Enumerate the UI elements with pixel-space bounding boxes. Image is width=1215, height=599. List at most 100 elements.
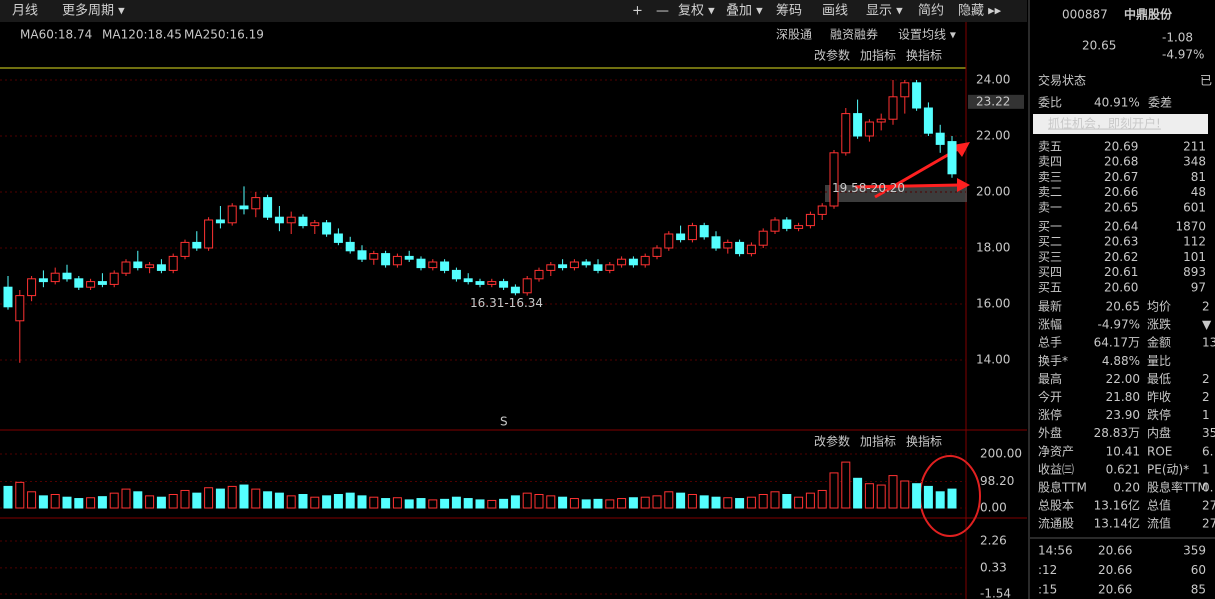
toolbar-btn[interactable]: — — [656, 4, 669, 19]
sub-link[interactable]: 设置均线 ▾ — [898, 28, 956, 42]
sub-link[interactable]: 深股通 — [776, 28, 812, 42]
candle-body — [451, 269, 461, 280]
toolbar-btn[interactable]: 显示 ▾ — [866, 4, 903, 19]
toolbar-btn[interactable]: 筹码 — [776, 3, 802, 19]
indicator-link[interactable]: 加指标 — [860, 48, 896, 63]
volume-bar — [687, 494, 697, 509]
stat-value: 20.65 — [1106, 300, 1140, 314]
book-vol: 101 — [1183, 250, 1206, 264]
candle-body — [274, 216, 284, 224]
tick-price: 20.66 — [1098, 563, 1132, 577]
stat-label: 最高 — [1038, 371, 1062, 386]
volume-bar — [333, 494, 343, 509]
label: 交易状态 — [1038, 73, 1086, 88]
volume-bar — [322, 495, 332, 509]
book-label: 买三 — [1038, 250, 1062, 264]
change: -1.08 — [1162, 31, 1193, 45]
name: 中鼎股份 — [1124, 7, 1173, 22]
value: 40.91% — [1094, 96, 1140, 110]
candle-body — [416, 258, 426, 269]
book-label: 买二 — [1038, 235, 1062, 249]
candle-body — [664, 233, 674, 249]
book-vol: 48 — [1191, 185, 1206, 199]
indicator-link[interactable]: 换指标 — [906, 48, 942, 63]
y-tick-label: 14.00 — [976, 353, 1010, 367]
y-tick-label: -1.54 — [980, 587, 1011, 599]
volume-bar — [15, 481, 25, 509]
arrow — [854, 183, 961, 189]
stat-label: 今开 — [1038, 389, 1062, 404]
volume-bar — [156, 496, 166, 509]
stat-value: 0. — [1202, 481, 1213, 495]
toolbar-btn[interactable]: 画线 — [822, 4, 848, 19]
candle-body — [746, 244, 756, 255]
candle-body — [923, 107, 933, 134]
candle-body — [180, 241, 190, 257]
volume-bar — [499, 498, 509, 509]
volume-bar — [487, 499, 497, 509]
toolbar-btn[interactable]: 月线 — [12, 4, 38, 19]
book-vol: 81 — [1191, 170, 1206, 184]
candle-body — [640, 255, 650, 266]
stat-label: 量比 — [1147, 354, 1171, 368]
stat-label: 换手* — [1038, 354, 1068, 368]
volume-bar — [664, 491, 674, 509]
candle-body — [546, 264, 556, 271]
candle-body — [900, 82, 910, 98]
toolbar-btn[interactable]: 简约 — [918, 3, 944, 19]
volume-bar — [109, 492, 119, 509]
candle-body — [888, 96, 898, 120]
volume-bar — [817, 489, 827, 509]
volume-bar — [947, 488, 957, 509]
candle-body — [805, 213, 815, 227]
toolbar-btn[interactable]: 叠加 ▾ — [726, 4, 763, 19]
banner-bg[interactable] — [1033, 114, 1208, 134]
volume-bar — [192, 492, 202, 509]
toolbar-btn[interactable]: 复权 ▾ — [678, 3, 715, 19]
sub-link[interactable]: 融资融券 — [830, 27, 878, 42]
stat-label: PE(动)* — [1147, 462, 1189, 476]
toolbar-btn[interactable]: 隐藏 ▸▸ — [958, 4, 1002, 19]
book-label: 买五 — [1038, 280, 1062, 294]
candle-body — [381, 253, 391, 266]
indicator-link[interactable]: 改参数 — [814, 434, 850, 449]
candle-body — [215, 219, 225, 224]
candle-body — [699, 225, 709, 238]
indicator-link[interactable]: 改参数 — [814, 48, 850, 63]
volume-bar — [404, 499, 414, 509]
annotation: 16.31-16.34 — [470, 296, 543, 310]
stat-value: 4.88% — [1102, 354, 1140, 368]
volume-bar — [286, 495, 296, 509]
stat-value: 23.90 — [1106, 408, 1140, 422]
volume-bar — [676, 492, 686, 509]
candle-body — [263, 197, 273, 218]
volume-bar — [510, 495, 520, 509]
label: 委差 — [1148, 96, 1172, 110]
y-tick-label: 18.00 — [976, 241, 1010, 255]
current-label: 23.22 — [976, 94, 1010, 108]
candle-body — [15, 295, 25, 322]
book-vol: 112 — [1183, 235, 1206, 249]
candle-body — [817, 205, 827, 215]
stat-label: 涨停 — [1038, 407, 1062, 422]
candle-body — [369, 253, 379, 260]
candle-body — [569, 261, 579, 269]
book-label: 卖三 — [1038, 170, 1062, 184]
y-tick-label: 98.20 — [980, 474, 1014, 488]
stat-value: 13. — [1202, 336, 1215, 350]
candle-body — [133, 261, 143, 269]
stat-value: 0.20 — [1113, 481, 1140, 495]
toolbar-btn[interactable]: + — [632, 4, 643, 19]
banner[interactable]: 抓住机会，即刻开户! — [1048, 116, 1161, 131]
indicator-link[interactable]: 加指标 — [860, 434, 896, 449]
toolbar-btn[interactable]: 更多周期 ▾ — [62, 3, 125, 19]
candle-body — [392, 255, 402, 266]
volume-bar — [782, 494, 792, 509]
candle-body — [86, 281, 96, 288]
ma-legend: MA250:16.19 — [184, 28, 264, 42]
ma-legend: MA120:18.45 — [102, 28, 182, 42]
indicator-link[interactable]: 换指标 — [906, 434, 942, 449]
candle-body — [475, 281, 485, 285]
volume-bar — [888, 475, 898, 509]
volume-bar — [133, 491, 143, 509]
